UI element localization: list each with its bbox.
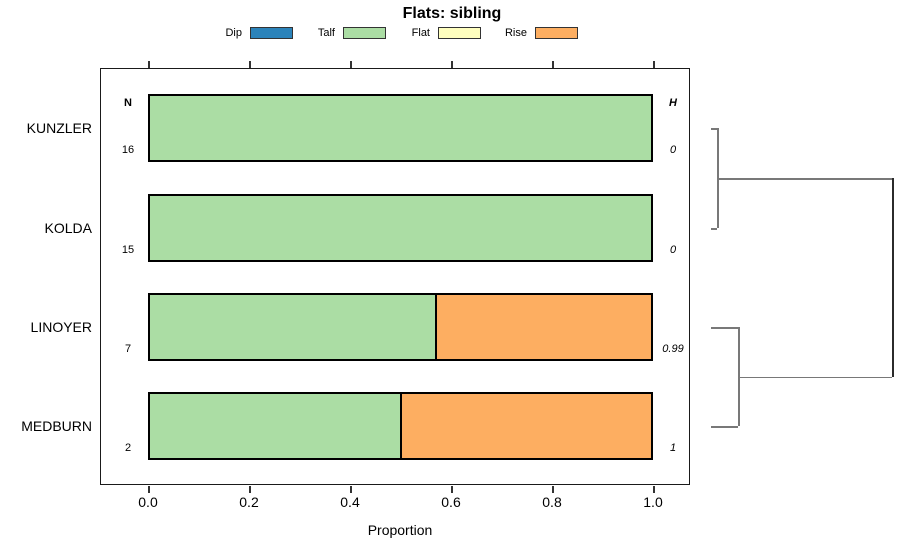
- axis-tick-bottom: [552, 486, 554, 493]
- bar-row-kunzler: [148, 94, 653, 162]
- bar-segment-talf: [150, 295, 436, 359]
- axis-tick-label: 0.6: [441, 494, 461, 510]
- n-value: 16: [121, 144, 135, 156]
- legend-label-rise: Rise: [504, 27, 527, 39]
- h-value: 0: [669, 144, 677, 156]
- legend-label-talf: Talf: [317, 27, 335, 39]
- bar-segment-divider: [435, 295, 437, 359]
- axis-tick-label: 1.0: [643, 494, 663, 510]
- axis-tick-label: 0.8: [542, 494, 562, 510]
- dendro-link-top: [717, 178, 892, 180]
- n-value: 7: [124, 343, 132, 355]
- x-axis-title: Proportion: [367, 522, 433, 538]
- h-value: 1: [669, 442, 677, 454]
- axis-tick-top: [249, 61, 251, 68]
- bar-segment-divider: [400, 394, 402, 458]
- legend-swatch-flat-icon: [438, 27, 481, 39]
- axis-tick-top: [552, 61, 554, 68]
- axis-tick-top: [148, 61, 150, 68]
- row-label-kolda: KOLDA: [44, 220, 92, 236]
- dendro-leaf-kunzler: [711, 128, 717, 130]
- axis-tick-bottom: [249, 486, 251, 493]
- bar-row-linoyer: [148, 293, 653, 361]
- row-label-kunzler: KUNZLER: [26, 120, 92, 136]
- bar-row-medburn: [148, 392, 653, 460]
- h-column-header: H: [669, 97, 677, 109]
- axis-tick-label: 0.4: [340, 494, 360, 510]
- bar-row-kolda: [148, 194, 653, 262]
- bar-segment-rise: [401, 394, 651, 458]
- legend-label-dip: Dip: [225, 27, 242, 39]
- row-label-linoyer: LINOYER: [30, 319, 92, 335]
- axis-tick-bottom: [451, 486, 453, 493]
- legend-swatch-rise-icon: [535, 27, 578, 39]
- h-value: 0: [669, 244, 677, 256]
- bar-segment-rise: [436, 295, 651, 359]
- n-value: 2: [124, 442, 132, 454]
- n-value: 15: [121, 244, 135, 256]
- axis-tick-label: 0.2: [239, 494, 259, 510]
- h-value: 0.99: [662, 343, 684, 355]
- dendro-leaf-medburn: [711, 426, 738, 428]
- legend-swatch-talf-icon: [343, 27, 386, 39]
- axis-tick-top: [350, 61, 352, 68]
- axis-tick-label: 0.0: [138, 494, 158, 510]
- dendro-link-bottom: [738, 376, 892, 378]
- row-label-medburn: MEDBURN: [21, 418, 92, 434]
- axis-tick-top: [653, 61, 655, 68]
- dendro-leaf-kolda: [711, 228, 717, 230]
- axis-tick-top: [451, 61, 453, 68]
- n-column-header: N: [124, 97, 132, 109]
- chart-title: Flats: sibling: [402, 5, 502, 22]
- legend-label-flat: Flat: [411, 27, 430, 39]
- bar-segment-talf: [150, 196, 651, 260]
- axis-tick-bottom: [653, 486, 655, 493]
- bar-segment-talf: [150, 96, 651, 160]
- legend-swatch-dip-icon: [250, 27, 293, 39]
- axis-tick-bottom: [350, 486, 352, 493]
- dendro-root: [892, 178, 894, 377]
- bar-segment-talf: [150, 394, 401, 458]
- dendro-leaf-linoyer: [711, 327, 738, 329]
- axis-tick-bottom: [148, 486, 150, 493]
